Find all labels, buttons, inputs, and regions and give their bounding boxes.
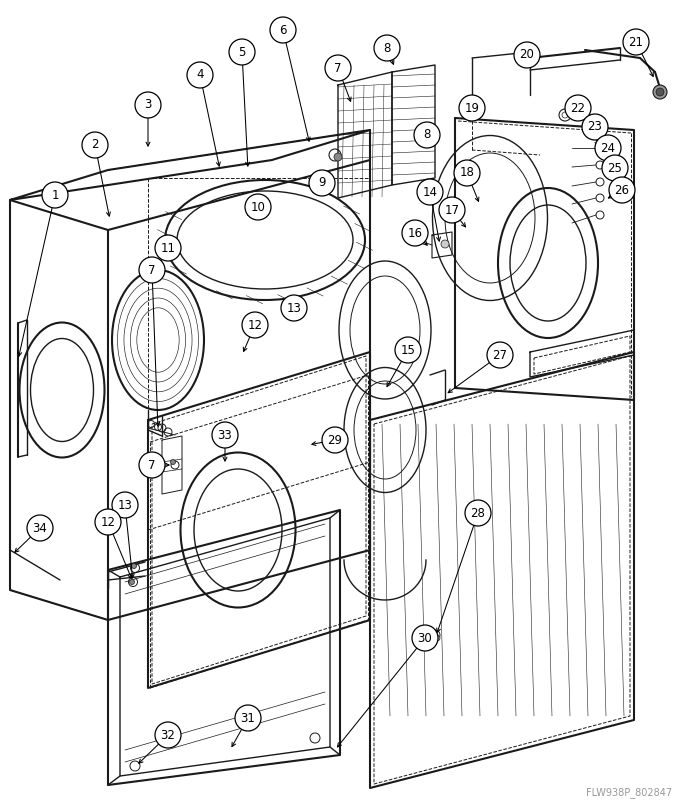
Text: 7: 7 bbox=[335, 61, 342, 75]
Circle shape bbox=[374, 35, 400, 61]
Text: 6: 6 bbox=[279, 23, 287, 36]
Text: 14: 14 bbox=[422, 185, 437, 199]
Text: 32: 32 bbox=[160, 729, 175, 741]
Circle shape bbox=[441, 240, 449, 248]
Text: 10: 10 bbox=[250, 200, 265, 213]
Text: 9: 9 bbox=[318, 176, 326, 189]
Text: 17: 17 bbox=[445, 204, 460, 217]
Circle shape bbox=[139, 452, 165, 478]
Text: 8: 8 bbox=[384, 42, 391, 55]
Circle shape bbox=[242, 312, 268, 338]
Circle shape bbox=[459, 95, 485, 121]
Text: 20: 20 bbox=[520, 48, 534, 61]
Text: 30: 30 bbox=[418, 631, 432, 645]
Text: 12: 12 bbox=[248, 319, 262, 332]
Circle shape bbox=[281, 295, 307, 321]
Circle shape bbox=[609, 177, 635, 203]
Text: 7: 7 bbox=[148, 263, 156, 276]
Circle shape bbox=[309, 170, 335, 196]
Text: FLW938P_802847: FLW938P_802847 bbox=[586, 787, 672, 798]
Text: 28: 28 bbox=[471, 506, 486, 519]
Circle shape bbox=[270, 17, 296, 43]
Text: 18: 18 bbox=[460, 167, 475, 180]
Circle shape bbox=[334, 153, 342, 161]
Text: 22: 22 bbox=[571, 101, 585, 114]
Circle shape bbox=[187, 62, 213, 88]
Circle shape bbox=[487, 342, 513, 368]
Circle shape bbox=[417, 179, 443, 205]
Text: 7: 7 bbox=[148, 459, 156, 472]
Circle shape bbox=[623, 29, 649, 55]
Text: 24: 24 bbox=[600, 142, 615, 155]
Circle shape bbox=[139, 257, 165, 283]
Text: 31: 31 bbox=[241, 712, 256, 724]
Circle shape bbox=[235, 705, 261, 731]
Circle shape bbox=[656, 88, 664, 96]
Text: 27: 27 bbox=[492, 349, 507, 361]
Text: 25: 25 bbox=[607, 162, 622, 175]
Text: 13: 13 bbox=[118, 498, 133, 511]
Text: 16: 16 bbox=[407, 226, 422, 240]
Circle shape bbox=[171, 460, 175, 464]
Circle shape bbox=[565, 95, 591, 121]
Text: 13: 13 bbox=[286, 302, 301, 315]
Circle shape bbox=[402, 220, 428, 246]
Circle shape bbox=[602, 155, 628, 181]
Circle shape bbox=[155, 722, 181, 748]
Circle shape bbox=[135, 92, 161, 118]
Circle shape bbox=[155, 235, 181, 261]
Circle shape bbox=[27, 515, 53, 541]
Text: 26: 26 bbox=[615, 184, 630, 196]
Circle shape bbox=[229, 39, 255, 65]
Text: 34: 34 bbox=[33, 522, 48, 535]
Circle shape bbox=[129, 580, 135, 584]
Text: 3: 3 bbox=[144, 98, 152, 112]
Circle shape bbox=[595, 135, 621, 161]
Circle shape bbox=[131, 564, 137, 568]
Text: 19: 19 bbox=[464, 101, 479, 114]
Text: 11: 11 bbox=[160, 242, 175, 254]
Circle shape bbox=[439, 197, 465, 223]
Circle shape bbox=[112, 492, 138, 518]
Text: 33: 33 bbox=[218, 428, 233, 441]
Text: 8: 8 bbox=[424, 129, 430, 142]
Circle shape bbox=[414, 122, 440, 148]
Circle shape bbox=[325, 55, 351, 81]
Text: 12: 12 bbox=[101, 515, 116, 529]
Text: 2: 2 bbox=[91, 138, 99, 151]
Circle shape bbox=[434, 635, 440, 641]
Circle shape bbox=[653, 85, 667, 99]
Circle shape bbox=[465, 500, 491, 526]
Text: 21: 21 bbox=[628, 35, 643, 48]
Circle shape bbox=[42, 182, 68, 208]
Circle shape bbox=[412, 625, 438, 651]
Circle shape bbox=[582, 114, 608, 140]
Text: 4: 4 bbox=[197, 68, 204, 81]
Circle shape bbox=[322, 427, 348, 453]
Circle shape bbox=[514, 42, 540, 68]
Circle shape bbox=[95, 509, 121, 535]
Circle shape bbox=[454, 160, 480, 186]
Text: 23: 23 bbox=[588, 121, 602, 134]
Circle shape bbox=[245, 194, 271, 220]
Circle shape bbox=[82, 132, 108, 158]
Text: 5: 5 bbox=[238, 46, 245, 59]
Text: 15: 15 bbox=[401, 344, 415, 357]
Text: 1: 1 bbox=[51, 188, 58, 201]
Circle shape bbox=[395, 337, 421, 363]
Circle shape bbox=[212, 422, 238, 448]
Text: 29: 29 bbox=[328, 434, 343, 447]
